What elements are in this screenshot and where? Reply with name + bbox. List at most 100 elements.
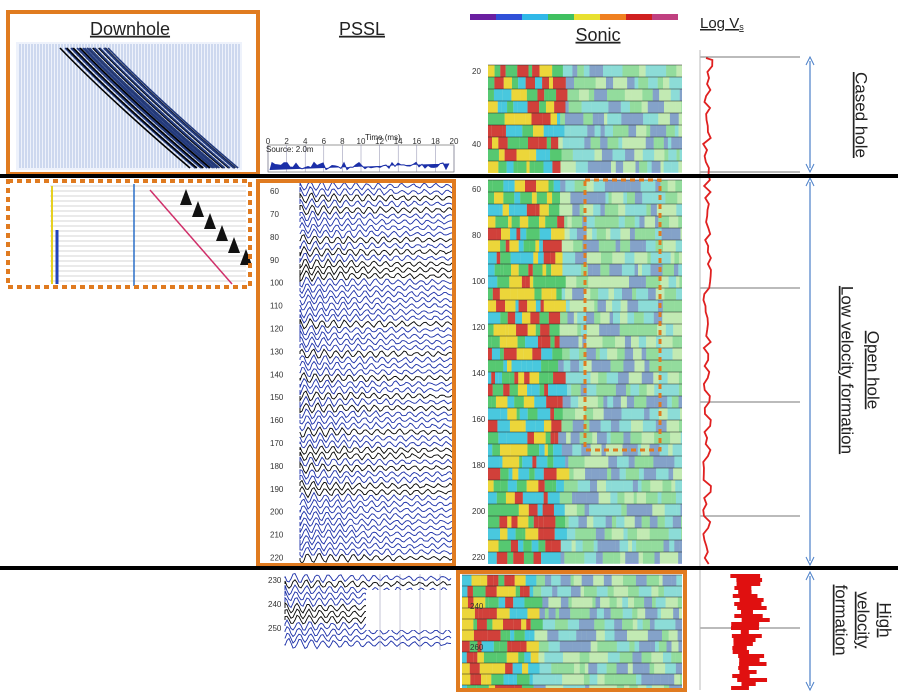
sonic-cell — [618, 216, 625, 228]
sonic-cell — [496, 492, 506, 504]
sonic-cell — [605, 300, 613, 312]
log-block — [741, 682, 756, 686]
sonic-cell — [623, 480, 627, 492]
pssl-wiggle — [299, 288, 453, 300]
sonic-cell — [589, 608, 597, 619]
sonic-cell — [532, 456, 537, 468]
sonic-cell — [645, 276, 657, 288]
sonic-cell — [621, 504, 627, 516]
log-block — [739, 662, 767, 666]
sonic-cell — [488, 552, 497, 564]
sonic-cell — [650, 125, 657, 137]
sonic-cell — [607, 348, 618, 360]
arrow-head — [805, 163, 815, 174]
sonic-cell — [652, 504, 665, 516]
sonic-cell — [582, 192, 592, 204]
pssl-wiggle — [299, 505, 453, 516]
sonic-cell — [625, 552, 633, 564]
sonic-cell — [525, 575, 537, 586]
sonic-cell — [570, 575, 574, 586]
panels — [16, 14, 815, 692]
sonic-cell — [572, 149, 583, 161]
pssl-wiggle — [299, 228, 453, 239]
sonic-cell — [507, 641, 512, 652]
sonic-cell — [491, 348, 501, 360]
arrow-head — [805, 55, 815, 66]
sonic-cell — [617, 89, 625, 101]
sonic-cell — [634, 192, 643, 204]
sonic-cell — [636, 288, 649, 300]
sonic-cell — [524, 652, 531, 663]
sonic-cell — [609, 641, 617, 652]
sonic-cell — [488, 180, 493, 192]
sonic-cell — [622, 597, 629, 608]
sonic-cell — [648, 180, 656, 192]
sonic-cell — [577, 65, 584, 77]
sonic-cell — [586, 384, 597, 396]
sonic-cell — [551, 663, 558, 674]
sonic-cell — [560, 180, 566, 192]
sonic-cell — [628, 137, 640, 149]
sonic-cell — [559, 204, 573, 216]
colorbar — [496, 14, 522, 20]
sonic-cell — [579, 348, 587, 360]
sonic-cell — [555, 516, 566, 528]
sonic-cell — [639, 468, 644, 480]
sonic-cell — [619, 540, 629, 552]
sonic-cell — [564, 161, 576, 173]
sonic-cell — [489, 608, 497, 619]
sonic-cell — [604, 528, 612, 540]
sonic-cell — [488, 264, 495, 276]
sonic-cell — [609, 204, 619, 216]
sonic-cell — [656, 468, 663, 480]
sonic-cell — [488, 192, 495, 204]
sonic-cell — [617, 444, 623, 456]
sonic-cell — [666, 641, 672, 652]
sonic-cell — [487, 630, 501, 641]
sonic-cell — [651, 540, 658, 552]
sonic-cell — [620, 396, 624, 408]
sonic-cell — [511, 264, 519, 276]
sonic-cell — [678, 125, 682, 137]
log-block — [734, 614, 763, 618]
frame — [583, 178, 662, 452]
sonic-cell — [541, 586, 553, 597]
time-tick: 6 — [322, 137, 327, 146]
sonic-cell — [520, 252, 534, 264]
sonic-cell — [623, 161, 636, 173]
sonic-cell — [649, 360, 660, 372]
sonic-cell — [599, 324, 607, 336]
sonic-cell — [586, 348, 596, 360]
sonic-cell — [550, 113, 558, 125]
sonic-cell — [557, 113, 561, 125]
sonic-cell — [552, 586, 558, 597]
sonic-cell — [594, 125, 601, 137]
sonic-cell — [462, 586, 468, 597]
sonic-cell — [582, 619, 595, 630]
sonic-cell — [615, 540, 620, 552]
sonic-cell — [513, 619, 522, 630]
sonic-cell — [571, 540, 576, 552]
sonic-cell — [554, 101, 566, 113]
sonic-cell — [575, 408, 585, 420]
sonic-cell — [579, 652, 590, 663]
sonic-cell — [657, 137, 664, 149]
sonic-cell — [553, 372, 566, 384]
sonic-cell — [633, 492, 637, 504]
sonic-cell — [627, 528, 638, 540]
sonic-cell — [496, 252, 501, 264]
sonic-cell — [637, 420, 643, 432]
sonic-cell — [629, 324, 638, 336]
sonic-cell — [482, 630, 488, 641]
sonic-cell — [642, 149, 655, 161]
sonic-cell — [543, 125, 549, 137]
pssl-wiggle — [299, 522, 453, 534]
sonic-cell — [627, 192, 635, 204]
log-block — [733, 638, 756, 642]
sonic-cell — [681, 528, 682, 540]
sonic-cell — [501, 101, 508, 113]
sonic-cell — [513, 161, 518, 173]
pssl-wiggle — [299, 197, 453, 211]
pssl-trace — [269, 161, 450, 171]
depth-label: 160 — [472, 415, 486, 424]
